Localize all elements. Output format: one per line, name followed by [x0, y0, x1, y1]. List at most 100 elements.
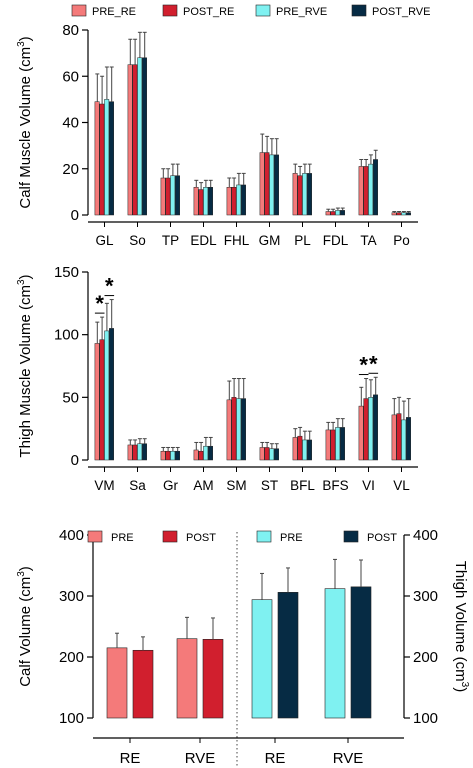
right-y-axis-title: Thigh Volume (cm3) — [452, 561, 470, 692]
y-tick-label: 50 — [62, 389, 79, 406]
right-y-tick-label: 300 — [413, 588, 438, 605]
bar-pre-rve — [203, 445, 209, 461]
bar-post-re — [132, 444, 138, 461]
bar-pre-rve — [236, 184, 242, 216]
bar-thigh-pre — [324, 588, 346, 719]
category-label: VL — [393, 478, 410, 493]
category-label: TP — [162, 233, 179, 248]
category-label: VM — [94, 478, 114, 493]
right-y-tick-label: 100 — [413, 710, 438, 727]
bar-pre-rve — [401, 212, 407, 216]
bar-pre-rve — [302, 439, 308, 461]
bar-pre-re — [292, 173, 298, 216]
bar-pre-rve — [137, 443, 143, 461]
left-y-tick-label: 400 — [59, 527, 84, 544]
bar-pre-rve — [269, 448, 275, 461]
bar-pre-re — [358, 166, 364, 216]
calf-muscle-volume-chart: PRE_RE POST_RE PRE_RVE POST_RVE 0 20 40 60 80 GL S… — [16, 4, 431, 248]
bar-pre-rve — [368, 163, 374, 216]
bar-pre-re — [325, 429, 331, 461]
right-y-tick-label: 200 — [413, 649, 438, 666]
bar-pre-re — [292, 437, 298, 461]
y-tick-label: 40 — [62, 115, 79, 132]
left-y-tick-label: 100 — [59, 710, 84, 727]
bar-pre-rve — [236, 398, 242, 461]
category-label: So — [129, 233, 146, 248]
bar-pre-re — [193, 187, 199, 216]
bar-post-re — [165, 177, 171, 216]
legend-swatch-pre-rve — [255, 4, 271, 17]
bar-post-re — [264, 447, 270, 461]
bar-post-rve — [274, 448, 279, 461]
category-label: Po — [393, 233, 410, 248]
bar-post-rve — [307, 439, 312, 461]
legend-label: PRE_RVE — [276, 6, 327, 18]
bar-post-re — [330, 429, 336, 461]
significance-star: * — [95, 291, 104, 316]
group-label: RE — [120, 750, 141, 767]
y-tick-label: 20 — [62, 161, 79, 178]
bar-post-rve — [373, 159, 378, 216]
bar-pre-rve — [269, 154, 275, 216]
bar-pre-re — [160, 450, 166, 461]
bar-post-re — [198, 189, 204, 216]
y-tick-label: 60 — [62, 68, 79, 85]
legend-label: PRE — [280, 532, 303, 544]
bar-pre-re — [226, 399, 232, 461]
bar-pre-re — [358, 405, 364, 461]
y-axis-title: Calf Muscle Volume (cm3) — [16, 36, 34, 208]
category-label: GL — [95, 233, 114, 248]
significance-star: * — [105, 274, 114, 299]
group-label: RVE — [185, 750, 216, 767]
bar-post-rve — [142, 57, 147, 216]
bar-pre-re — [127, 444, 133, 461]
bar-post-rve — [406, 417, 411, 461]
bar-post-rve — [109, 101, 114, 216]
category-label: Sa — [129, 478, 146, 493]
category-label: PL — [294, 233, 311, 248]
bar-pre-re — [94, 343, 100, 461]
bar-post-re — [165, 450, 171, 461]
y-axis-title: Thigh Muscle Volume (cm3) — [16, 274, 34, 457]
y-tick-label: 0 — [71, 452, 79, 469]
y-tick-label: 0 — [71, 207, 79, 224]
bar-post-rve — [175, 175, 180, 216]
bar-pre-re — [325, 211, 331, 216]
bar-pre-re — [160, 177, 166, 216]
bar-thigh-post — [277, 592, 299, 719]
bar-post-re — [396, 413, 402, 461]
legend-label: POST_RVE — [372, 6, 431, 18]
bar-post-rve — [373, 394, 378, 461]
bar-post-re — [363, 166, 369, 216]
bar-post-re — [363, 398, 369, 461]
bar-post-re — [396, 212, 402, 216]
bar-post-rve — [142, 443, 147, 461]
bar-calf-pre — [176, 638, 198, 719]
bar-pre-rve — [170, 450, 176, 461]
legend-swatch-pre-calf — [87, 530, 103, 543]
bar-pre-re — [259, 152, 265, 216]
bar-pre-rve — [104, 99, 110, 216]
legend-swatch-post-re — [162, 4, 178, 17]
bar-pre-rve — [368, 397, 374, 461]
bar-post-re — [198, 450, 204, 461]
legend-label: PRE_RE — [92, 6, 136, 18]
right-y-tick-label: 400 — [413, 527, 438, 544]
bar-post-rve — [241, 398, 246, 461]
bar-post-re — [264, 152, 270, 216]
left-y-tick-label: 200 — [59, 649, 84, 666]
category-label: EDL — [190, 233, 217, 248]
category-label: BFL — [290, 478, 315, 493]
bar-pre-rve — [203, 187, 209, 216]
calf-thigh-total-volume-chart: 100 100 200 200 300 300 400 400 RE RVE RE RVE PRE POS… — [16, 527, 470, 768]
bar-pre-re — [226, 187, 232, 216]
legend-swatch-post-rve — [351, 4, 367, 17]
legend-label: POST_RE — [183, 6, 234, 18]
bar-post-rve — [175, 450, 180, 461]
bar-post-re — [330, 211, 336, 216]
bar-pre-rve — [335, 427, 341, 461]
legend-label: POST — [186, 532, 216, 544]
bar-pre-re — [391, 212, 397, 216]
y-tick-label: 150 — [54, 264, 79, 281]
